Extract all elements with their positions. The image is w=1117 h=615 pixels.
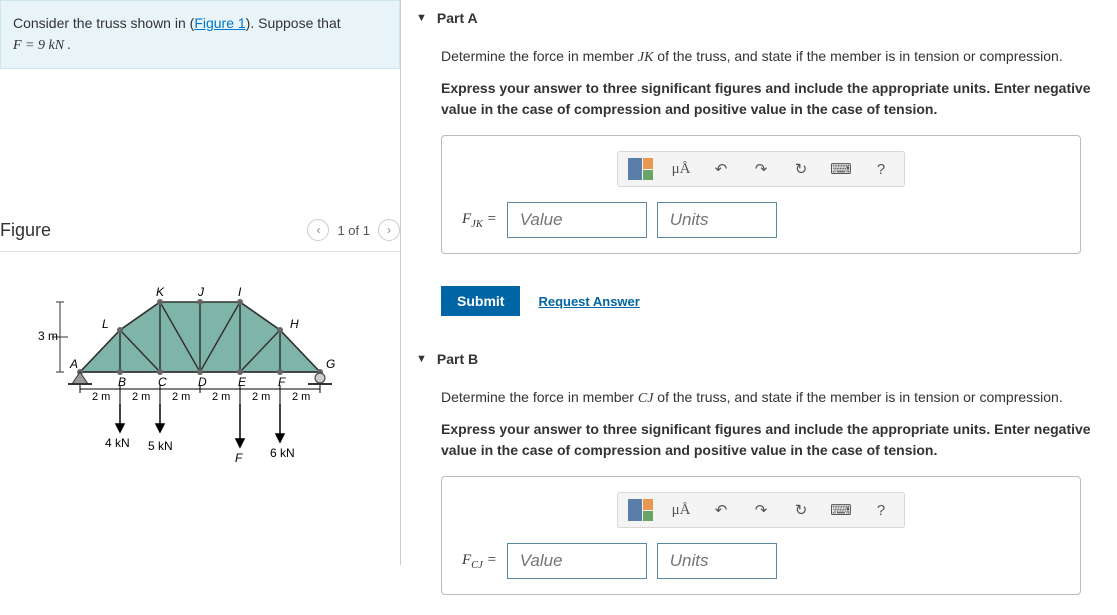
svg-text:K: K — [156, 285, 165, 299]
svg-text:D: D — [198, 375, 207, 389]
part-a-submit-button[interactable]: Submit — [441, 286, 520, 316]
part-a-var-label: FJK = — [462, 211, 497, 230]
part-b-instruct: Express your answer to three significant… — [441, 419, 1102, 461]
pager-text: 1 of 1 — [337, 223, 370, 238]
svg-text:F: F — [278, 375, 286, 389]
figure-pager: ‹ 1 of 1 › — [307, 219, 400, 241]
height-label: 3 m — [38, 329, 58, 343]
svg-text:2 m: 2 m — [132, 391, 150, 403]
part-a-instruct: Express your answer to three significant… — [441, 78, 1102, 120]
part-b-toolbar: μÅ ↶ ↷ ↻ ⌨ ? — [617, 492, 905, 528]
help-button[interactable]: ? — [868, 499, 894, 521]
left-panel: Consider the truss shown in (Figure 1). … — [0, 0, 400, 565]
figure-diagram: 3 m — [0, 272, 400, 485]
svg-text:2 m: 2 m — [92, 391, 110, 403]
undo-button[interactable]: ↶ — [708, 158, 734, 180]
svg-text:A: A — [69, 357, 78, 371]
part-a-value-input[interactable] — [507, 202, 647, 238]
truss-svg: 3 m — [20, 282, 360, 472]
pager-next-button[interactable]: › — [378, 219, 400, 241]
part-b-var-label: FCJ = — [462, 552, 497, 571]
part-a-request-answer-link[interactable]: Request Answer — [538, 294, 639, 309]
svg-text:L: L — [102, 317, 109, 331]
part-b: ▼ Part B Determine the force in member C… — [416, 341, 1102, 615]
problem-statement: Consider the truss shown in (Figure 1). … — [0, 0, 400, 69]
figure-header: Figure ‹ 1 of 1 › — [0, 209, 400, 252]
svg-text:2 m: 2 m — [252, 391, 270, 403]
svg-text:F: F — [235, 451, 243, 465]
part-a-units-input[interactable] — [657, 202, 777, 238]
part-a-header[interactable]: ▼ Part A — [416, 0, 1102, 36]
svg-text:5 kN: 5 kN — [148, 439, 173, 453]
undo-button[interactable]: ↶ — [708, 499, 734, 521]
part-a-answer-box: μÅ ↶ ↷ ↻ ⌨ ? FJK = — [441, 135, 1081, 254]
part-a-toolbar: μÅ ↶ ↷ ↻ ⌨ ? — [617, 151, 905, 187]
part-b-header[interactable]: ▼ Part B — [416, 341, 1102, 377]
svg-text:4 kN: 4 kN — [105, 436, 130, 450]
part-b-prompt: Determine the force in member CJ of the … — [441, 387, 1102, 409]
caret-down-icon: ▼ — [416, 12, 427, 24]
svg-text:G: G — [326, 357, 335, 371]
svg-text:2 m: 2 m — [292, 391, 310, 403]
svg-text:J: J — [197, 285, 205, 299]
help-button[interactable]: ? — [868, 158, 894, 180]
svg-text:2 m: 2 m — [212, 391, 230, 403]
reset-button[interactable]: ↻ — [788, 499, 814, 521]
part-b-value-input[interactable] — [507, 543, 647, 579]
part-a-title: Part A — [437, 10, 478, 26]
templates-icon[interactable] — [628, 499, 654, 521]
svg-text:I: I — [238, 285, 242, 299]
svg-text:E: E — [238, 375, 247, 389]
svg-text:6 kN: 6 kN — [270, 446, 295, 460]
problem-equation: F = 9 kN . — [13, 38, 71, 53]
special-chars-button[interactable]: μÅ — [668, 158, 694, 180]
part-a-prompt: Determine the force in member JK of the … — [441, 46, 1102, 68]
figure-link[interactable]: Figure 1 — [194, 15, 245, 31]
right-panel: ▼ Part A Determine the force in member J… — [400, 0, 1117, 565]
pager-prev-button[interactable]: ‹ — [307, 219, 329, 241]
svg-text:H: H — [290, 317, 299, 331]
keyboard-button[interactable]: ⌨ — [828, 158, 854, 180]
part-a: ▼ Part A Determine the force in member J… — [416, 0, 1102, 316]
figure-title: Figure — [0, 220, 51, 241]
redo-button[interactable]: ↷ — [748, 158, 774, 180]
part-b-title: Part B — [437, 351, 478, 367]
svg-text:C: C — [158, 375, 167, 389]
reset-button[interactable]: ↻ — [788, 158, 814, 180]
redo-button[interactable]: ↷ — [748, 499, 774, 521]
part-b-units-input[interactable] — [657, 543, 777, 579]
keyboard-button[interactable]: ⌨ — [828, 499, 854, 521]
problem-text-pre: Consider the truss shown in ( — [13, 15, 194, 31]
special-chars-button[interactable]: μÅ — [668, 499, 694, 521]
problem-text-post: ). Suppose that — [246, 15, 341, 31]
part-b-answer-box: μÅ ↶ ↷ ↻ ⌨ ? FCJ = — [441, 476, 1081, 595]
templates-icon[interactable] — [628, 158, 654, 180]
svg-text:2 m: 2 m — [172, 391, 190, 403]
svg-text:B: B — [118, 375, 126, 389]
caret-down-icon: ▼ — [416, 353, 427, 365]
